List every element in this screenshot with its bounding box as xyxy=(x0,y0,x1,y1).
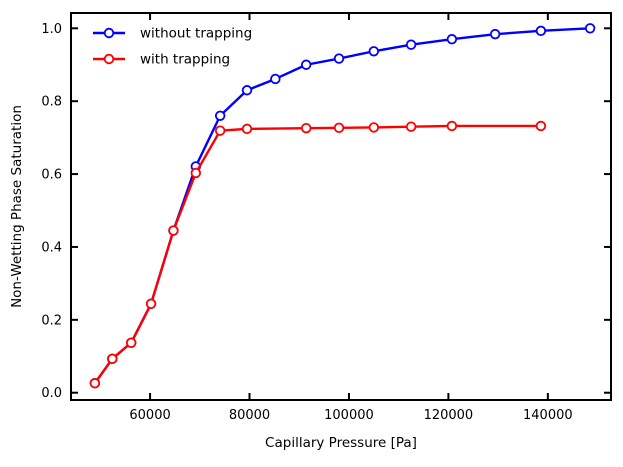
data-point-marker xyxy=(241,123,253,135)
y-tick-label: 1.0 xyxy=(41,22,62,37)
legend-marker-with-trapping-icon xyxy=(103,53,115,65)
x-tick-labels: 60000 80000 100000 120000 140000 xyxy=(129,408,572,423)
x-tick-label: 100000 xyxy=(324,408,374,423)
data-point-marker xyxy=(145,298,157,309)
data-point-marker xyxy=(535,120,547,132)
data-point-marker xyxy=(107,353,118,365)
data-point-marker xyxy=(270,73,281,85)
y-tick-labels: 0.0 0.2 0.4 0.6 0.8 1.0 xyxy=(41,22,62,401)
data-point-marker xyxy=(241,85,253,96)
data-point-marker xyxy=(333,122,345,133)
data-point-marker xyxy=(489,28,501,40)
series-line xyxy=(93,124,543,385)
data-point-marker xyxy=(405,39,417,50)
x-tick-label: 140000 xyxy=(523,408,573,423)
y-axis-label: Non-Wetting Phase Saturation xyxy=(9,105,25,308)
axis-ticks xyxy=(71,13,611,400)
x-axis-label: Capillary Pressure [Pa] xyxy=(265,435,417,451)
data-point-marker xyxy=(535,25,547,37)
x-tick-label: 80000 xyxy=(229,408,270,423)
data-point-marker xyxy=(214,125,226,136)
data-point-marker xyxy=(368,46,380,57)
x-tick-label: 120000 xyxy=(424,408,474,423)
data-point-marker xyxy=(168,225,179,236)
data-point-marker xyxy=(300,59,312,70)
data-point-marker xyxy=(446,120,458,132)
y-tick-label: 0.2 xyxy=(41,313,62,328)
x-tick-label: 60000 xyxy=(129,408,170,423)
data-point-marker xyxy=(214,110,226,121)
legend: without trapping with trapping xyxy=(93,26,252,68)
data-point-marker xyxy=(300,122,312,134)
series-layer xyxy=(89,23,596,389)
series-line xyxy=(93,27,592,385)
y-tick-label: 0.6 xyxy=(41,168,62,183)
data-point-marker xyxy=(405,121,417,132)
legend-label-with-trapping: with trapping xyxy=(140,52,230,68)
y-tick-label: 0.8 xyxy=(41,95,62,110)
plot-frame xyxy=(70,12,612,401)
data-point-marker xyxy=(584,23,596,34)
legend-label-without-trapping: without trapping xyxy=(140,26,252,42)
y-tick-label: 0.0 xyxy=(41,386,62,401)
data-point-marker xyxy=(190,167,202,179)
data-point-marker xyxy=(333,53,345,64)
data-point-marker xyxy=(89,378,101,389)
legend-entry-without-trapping: without trapping xyxy=(93,26,252,42)
y-tick-label: 0.4 xyxy=(41,240,62,255)
legend-entry-with-trapping: with trapping xyxy=(93,52,230,68)
data-point-marker xyxy=(368,122,380,133)
data-point-marker xyxy=(125,337,137,348)
data-point-marker xyxy=(446,34,458,45)
legend-marker-without-trapping-icon xyxy=(103,27,115,39)
